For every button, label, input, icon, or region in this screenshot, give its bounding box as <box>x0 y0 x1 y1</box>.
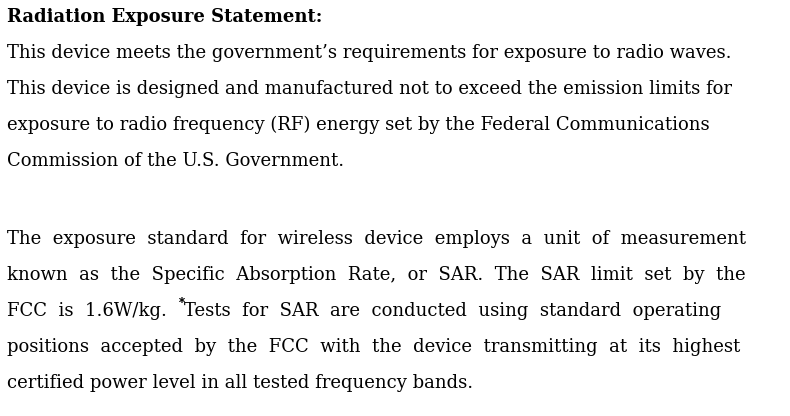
Text: This device is designed and manufactured not to exceed the emission limits for: This device is designed and manufactured… <box>7 80 732 98</box>
Text: *: * <box>179 297 184 310</box>
Text: exposure to radio frequency (RF) energy set by the Federal Communications: exposure to radio frequency (RF) energy … <box>7 116 709 134</box>
Text: known  as  the  Specific  Absorption  Rate,  or  SAR.  The  SAR  limit  set  by : known as the Specific Absorption Rate, o… <box>7 266 746 284</box>
Text: Tests  for  SAR  are  conducted  using  standard  operating: Tests for SAR are conducted using standa… <box>184 302 721 320</box>
Text: certified power level in all tested frequency bands.: certified power level in all tested freq… <box>7 374 473 392</box>
Text: FCC  is  1.6W/kg.: FCC is 1.6W/kg. <box>7 302 179 320</box>
Text: The  exposure  standard  for  wireless  device  employs  a  unit  of  measuremen: The exposure standard for wireless devic… <box>7 230 746 248</box>
Text: Radiation Exposure Statement:: Radiation Exposure Statement: <box>7 8 322 26</box>
Text: This device meets the government’s requirements for exposure to radio waves.: This device meets the government’s requi… <box>7 44 732 62</box>
Text: *: * <box>179 297 184 310</box>
Text: positions  accepted  by  the  FCC  with  the  device  transmitting  at  its  hig: positions accepted by the FCC with the d… <box>7 338 740 356</box>
Text: Commission of the U.S. Government.: Commission of the U.S. Government. <box>7 152 344 170</box>
